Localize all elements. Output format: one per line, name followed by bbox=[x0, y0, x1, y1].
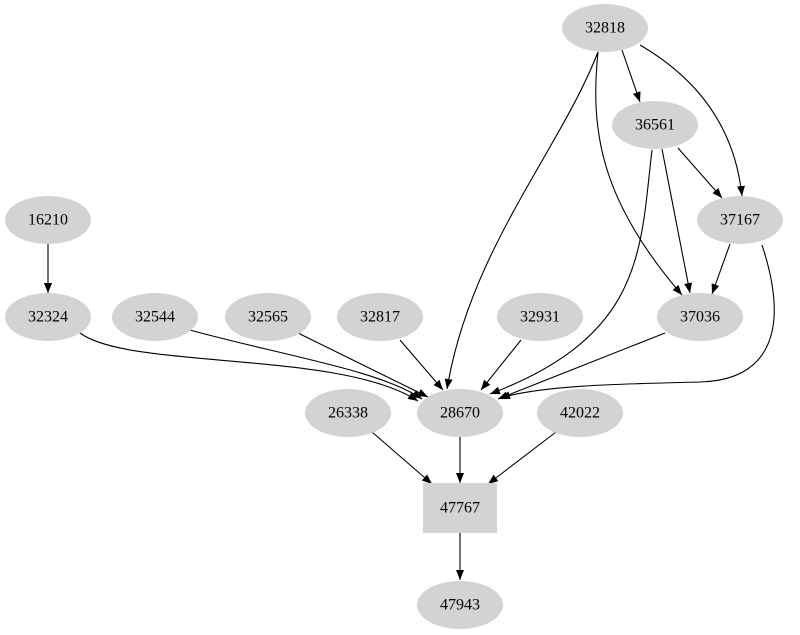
node-26338: 26338 bbox=[305, 389, 391, 437]
edge-32818-to-36561 bbox=[621, 49, 641, 103]
node-label: 32324 bbox=[28, 309, 68, 326]
edge-36561-to-28670 bbox=[489, 149, 653, 395]
node-shape bbox=[305, 389, 391, 437]
node-32818: 32818 bbox=[562, 4, 648, 52]
node-47943: 47943 bbox=[417, 581, 503, 629]
edge-36561-to-37036 bbox=[661, 148, 693, 294]
node-shape bbox=[497, 293, 583, 341]
node-shape bbox=[112, 293, 198, 341]
node-32565: 32565 bbox=[225, 293, 311, 341]
node-42022: 42022 bbox=[537, 389, 623, 437]
node-label: 32544 bbox=[135, 309, 175, 326]
node-32931: 32931 bbox=[497, 293, 583, 341]
node-32817: 32817 bbox=[337, 293, 423, 341]
node-shape bbox=[5, 196, 91, 244]
node-label: 47943 bbox=[440, 597, 480, 614]
edge-37167-to-37036 bbox=[711, 243, 731, 295]
node-shape bbox=[5, 293, 91, 341]
node-16210: 16210 bbox=[5, 196, 91, 244]
node-label: 16210 bbox=[28, 212, 68, 229]
edge-32818-to-37167 bbox=[639, 44, 745, 197]
node-shape bbox=[537, 389, 623, 437]
edge-32565-to-28670 bbox=[297, 332, 429, 398]
node-37167: 37167 bbox=[697, 196, 783, 244]
edge-37036-to-28670 bbox=[497, 332, 666, 400]
edge-32817-to-28670 bbox=[399, 339, 444, 391]
edge-32931-to-28670 bbox=[480, 339, 522, 391]
node-37036: 37036 bbox=[657, 293, 743, 341]
edge-26338-to-47767 bbox=[371, 431, 433, 485]
edge-42022-to-47767 bbox=[487, 431, 557, 485]
edge-32818-to-28670 bbox=[444, 51, 599, 390]
node-shape bbox=[417, 389, 503, 437]
node-47767: 47767 bbox=[423, 483, 497, 533]
node-label: 32818 bbox=[585, 20, 625, 37]
edge-36561-to-37167 bbox=[677, 147, 723, 199]
node-36561: 36561 bbox=[612, 101, 698, 149]
node-shape bbox=[612, 101, 698, 149]
node-shape bbox=[337, 293, 423, 341]
node-label: 37036 bbox=[680, 309, 720, 326]
node-label: 42022 bbox=[560, 405, 600, 422]
node-label: 36561 bbox=[635, 117, 675, 134]
node-label: 26338 bbox=[328, 405, 368, 422]
node-shape bbox=[657, 293, 743, 341]
node-label: 32817 bbox=[360, 309, 400, 326]
node-32324: 32324 bbox=[5, 293, 91, 341]
node-32544: 32544 bbox=[112, 293, 198, 341]
node-label: 47767 bbox=[440, 500, 480, 517]
edge-32818-to-37036 bbox=[595, 51, 683, 296]
node-shape bbox=[697, 196, 783, 244]
edge-32324-to-28670 bbox=[79, 332, 419, 402]
node-shape bbox=[562, 4, 648, 52]
edge-32544-to-28670 bbox=[189, 329, 423, 400]
node-label: 32565 bbox=[248, 309, 288, 326]
edge-37167-to-28670 bbox=[499, 244, 775, 400]
node-shape bbox=[225, 293, 311, 341]
node-label: 32931 bbox=[520, 309, 560, 326]
node-shape bbox=[417, 581, 503, 629]
node-28670: 28670 bbox=[417, 389, 503, 437]
node-label: 28670 bbox=[440, 405, 480, 422]
node-shape bbox=[423, 483, 497, 533]
node-label: 37167 bbox=[720, 212, 760, 229]
